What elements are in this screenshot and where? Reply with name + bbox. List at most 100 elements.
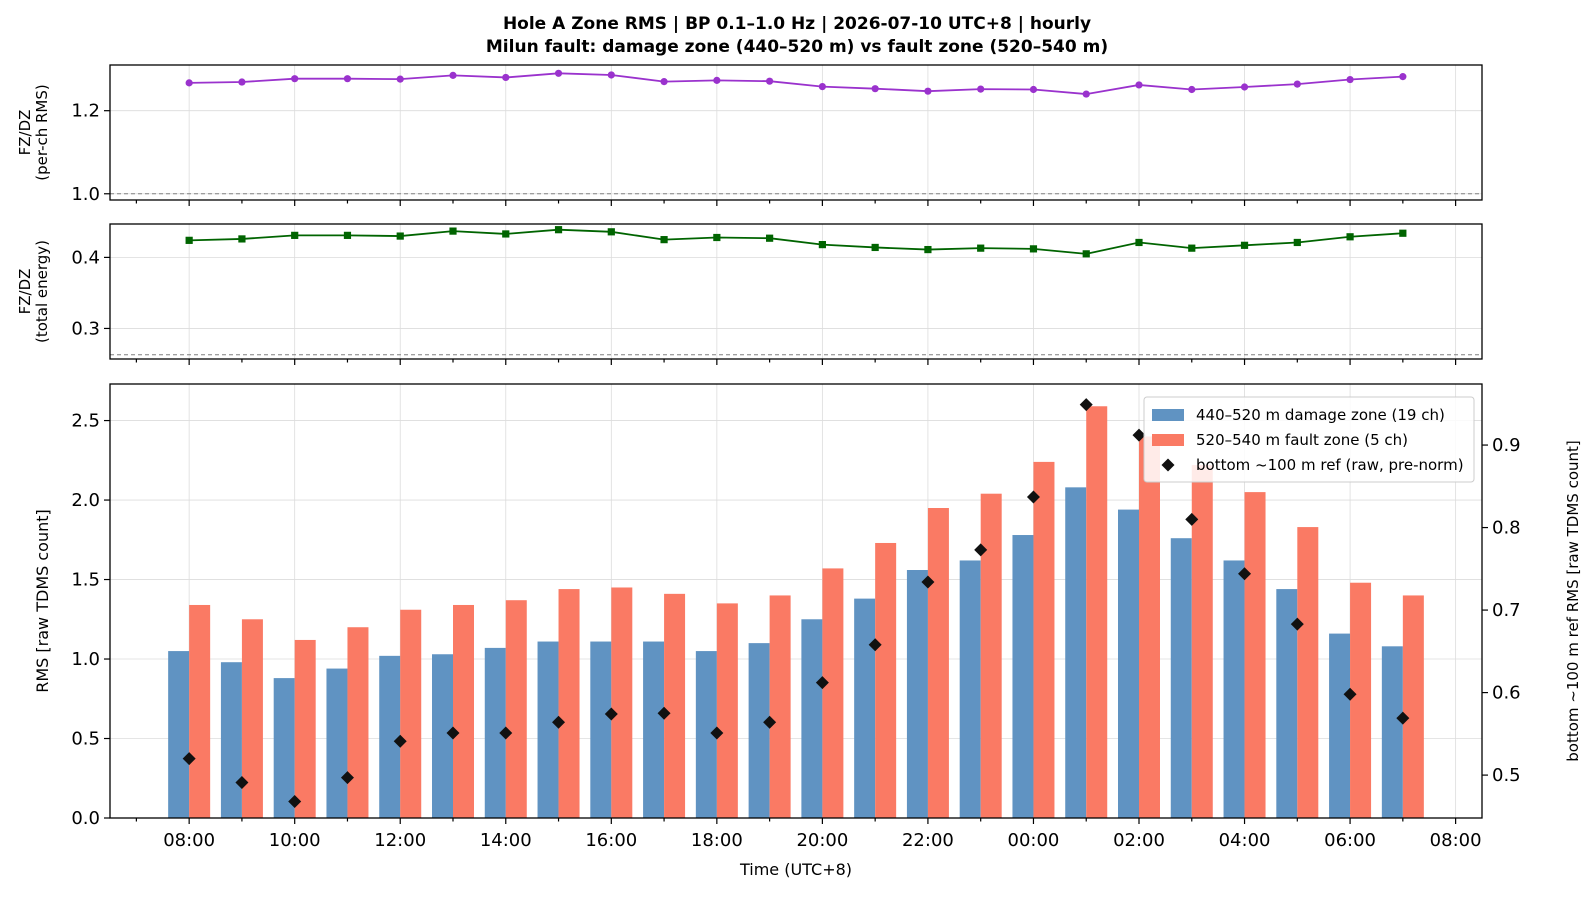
y-tick-label: 1.0 (71, 649, 100, 670)
data-point (924, 87, 932, 95)
ref-diamond-point (1185, 512, 1199, 526)
fault-zone-bar (875, 542, 897, 818)
damage-zone-bar (1223, 560, 1245, 818)
damage-zone-bar (1170, 538, 1192, 818)
panel-frame (109, 223, 1483, 360)
data-point (607, 228, 615, 236)
legend-label-fault-zone: 520–540 m fault zone (5 ch) (1196, 431, 1408, 449)
damage-zone-bar (273, 678, 295, 818)
fault-zone-bar (664, 593, 686, 818)
fault-zone-bar (1191, 465, 1213, 818)
fault-zone-bar (1244, 492, 1266, 818)
data-point (502, 230, 510, 238)
ref-diamond-point (1343, 687, 1357, 701)
data-point (1240, 83, 1249, 91)
ref-diamond-point (1238, 567, 1252, 581)
data-point (396, 75, 404, 83)
data-point (1293, 80, 1301, 88)
panel-frame (109, 64, 1483, 201)
ref-diamond-point (552, 715, 566, 729)
y-tick-label: 2.5 (71, 411, 100, 432)
data-point (660, 236, 668, 244)
x-tick-label: 12:00 (374, 830, 426, 851)
x-tick-label: 16:00 (585, 830, 637, 851)
x-tick-label: 08:00 (163, 830, 215, 851)
ref-diamond-point (657, 706, 671, 720)
damage-zone-bar (220, 662, 242, 818)
legend: 440–520 m damage zone (19 ch) 520–540 m f… (1143, 396, 1475, 483)
ref-diamond-point (921, 575, 935, 589)
x-tick-label: 22:00 (902, 830, 954, 851)
fault-zone-bar (716, 603, 738, 818)
fault-zone-bar (558, 589, 580, 818)
data-point (554, 226, 563, 234)
legend-label-ref: bottom ~100 m ref (raw, pre-norm) (1196, 456, 1464, 474)
data-point (554, 69, 563, 77)
data-point (1240, 241, 1249, 249)
data-point (713, 233, 721, 242)
y-tick-label: 0.5 (71, 729, 100, 750)
x-tick-label: 10:00 (269, 830, 321, 851)
damage-zone-bar (379, 655, 401, 818)
x-tick-label: 02:00 (1113, 830, 1165, 851)
y-right-tick-label: 0.8 (1492, 518, 1521, 539)
data-point (607, 71, 615, 79)
fault-zone-bar (769, 595, 791, 818)
x-axis-label: Time (UTC+8) (739, 860, 852, 879)
legend-box (1143, 396, 1475, 483)
ref-diamond-point (499, 726, 513, 740)
damage-zone-bar (854, 598, 876, 818)
damage-zone-bar (1012, 535, 1034, 818)
damage-zone-bar (168, 651, 190, 818)
x-tick-label: 00:00 (1008, 830, 1060, 851)
data-point (977, 85, 985, 93)
fault-zone-bar (927, 508, 949, 818)
damage-zone-bar (1381, 646, 1403, 818)
damage-zone-bar (1329, 633, 1351, 818)
y-tick-label: 2.0 (71, 490, 100, 511)
fault-zone-bar (1402, 595, 1424, 818)
data-point (1188, 85, 1196, 94)
damage-zone-bar (590, 641, 612, 818)
data-point (1293, 238, 1301, 247)
y-axis-label-line2: (per-ch RMS) (33, 84, 51, 180)
ref-diamond-point (815, 676, 829, 690)
data-point (660, 78, 668, 86)
ref-diamond-point (974, 543, 988, 557)
ref-diamond-point (340, 771, 354, 785)
ref-diamond-point (1079, 398, 1093, 412)
x-tick-label: 06:00 (1324, 830, 1376, 851)
ref-diamond-point (763, 715, 777, 729)
y-axis-label-line1: FZ/DZ (16, 269, 34, 315)
data-point (1399, 229, 1407, 237)
data-point (1029, 245, 1038, 253)
series-line (189, 72, 1403, 95)
legend-label-damage-zone: 440–520 m damage zone (19 ch) (1196, 406, 1445, 424)
data-point (1399, 73, 1407, 81)
series-line (189, 228, 1403, 255)
ratio-rms-panel: 1.0 1.2 FZ/DZ (per-ch RMS) (16, 64, 1483, 206)
y-right-tick-label: 0.9 (1492, 435, 1521, 456)
damage-zone-bar (801, 619, 823, 818)
data-point (1346, 233, 1354, 241)
ref-diamond-point (235, 776, 249, 790)
ref-diamond-point (1396, 711, 1410, 725)
data-point (818, 241, 826, 249)
damage-zone-bar (484, 647, 506, 818)
data-point (1082, 250, 1090, 258)
damage-zone-bar (906, 570, 928, 818)
legend-swatch-fault-zone (1152, 434, 1184, 446)
y-tick-label: 0.3 (71, 318, 100, 339)
y-tick-label: 1.5 (71, 570, 100, 591)
panel-frame (109, 383, 1483, 819)
data-point (1135, 81, 1143, 89)
y-right-tick-label: 0.5 (1492, 765, 1521, 786)
data-point (343, 75, 352, 83)
data-point (449, 71, 457, 79)
ref-diamond-point (1290, 617, 1304, 631)
damage-zone-bar (959, 560, 981, 818)
data-point (238, 78, 246, 86)
data-point (291, 75, 299, 83)
ref-diamond-point (182, 752, 196, 766)
